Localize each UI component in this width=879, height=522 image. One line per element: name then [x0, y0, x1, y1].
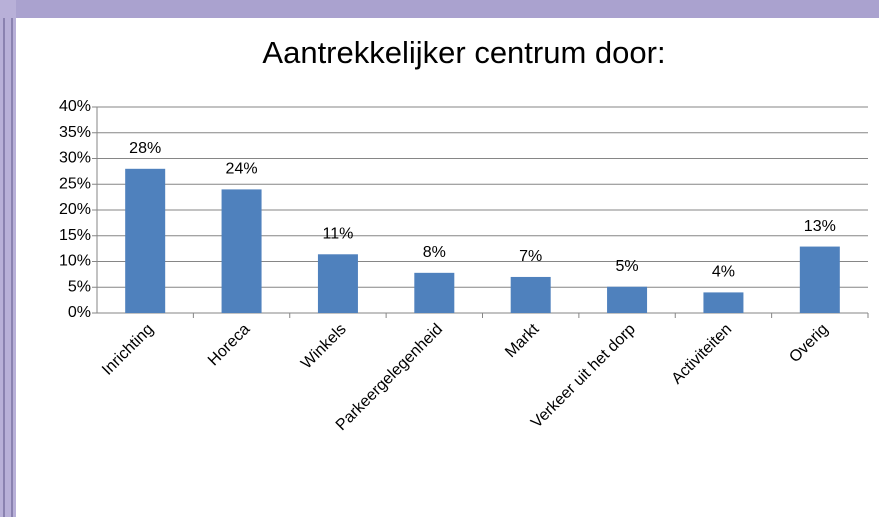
- y-tick-label: 10%: [59, 253, 91, 270]
- y-tick-label: 25%: [59, 175, 91, 192]
- bar: [221, 189, 262, 313]
- data-label: 24%: [226, 161, 258, 178]
- data-label: 7%: [519, 248, 542, 265]
- bar: [510, 276, 551, 313]
- bar: [799, 246, 840, 313]
- chart-title: Aantrekkelijker centrum door:: [262, 35, 665, 70]
- data-label: 8%: [423, 244, 446, 261]
- data-label: 11%: [323, 226, 354, 243]
- y-tick-label: 30%: [59, 150, 91, 167]
- y-tick-label: 40%: [59, 98, 91, 115]
- y-tick-label: 0%: [68, 304, 91, 321]
- top-border: [0, 0, 879, 18]
- y-tick-label: 15%: [59, 227, 91, 244]
- y-tick-label: 35%: [59, 124, 91, 141]
- left-border: [0, 0, 16, 517]
- y-tick-label: 5%: [68, 278, 91, 295]
- bar: [125, 168, 166, 313]
- bar: [607, 286, 648, 313]
- bar: [703, 292, 744, 313]
- data-label: 5%: [616, 258, 639, 275]
- bar: [414, 272, 455, 313]
- bar: [317, 254, 358, 313]
- data-label: 4%: [712, 264, 735, 281]
- y-tick-label: 20%: [59, 201, 91, 218]
- data-label: 28%: [129, 140, 161, 157]
- data-label: 13%: [804, 218, 836, 235]
